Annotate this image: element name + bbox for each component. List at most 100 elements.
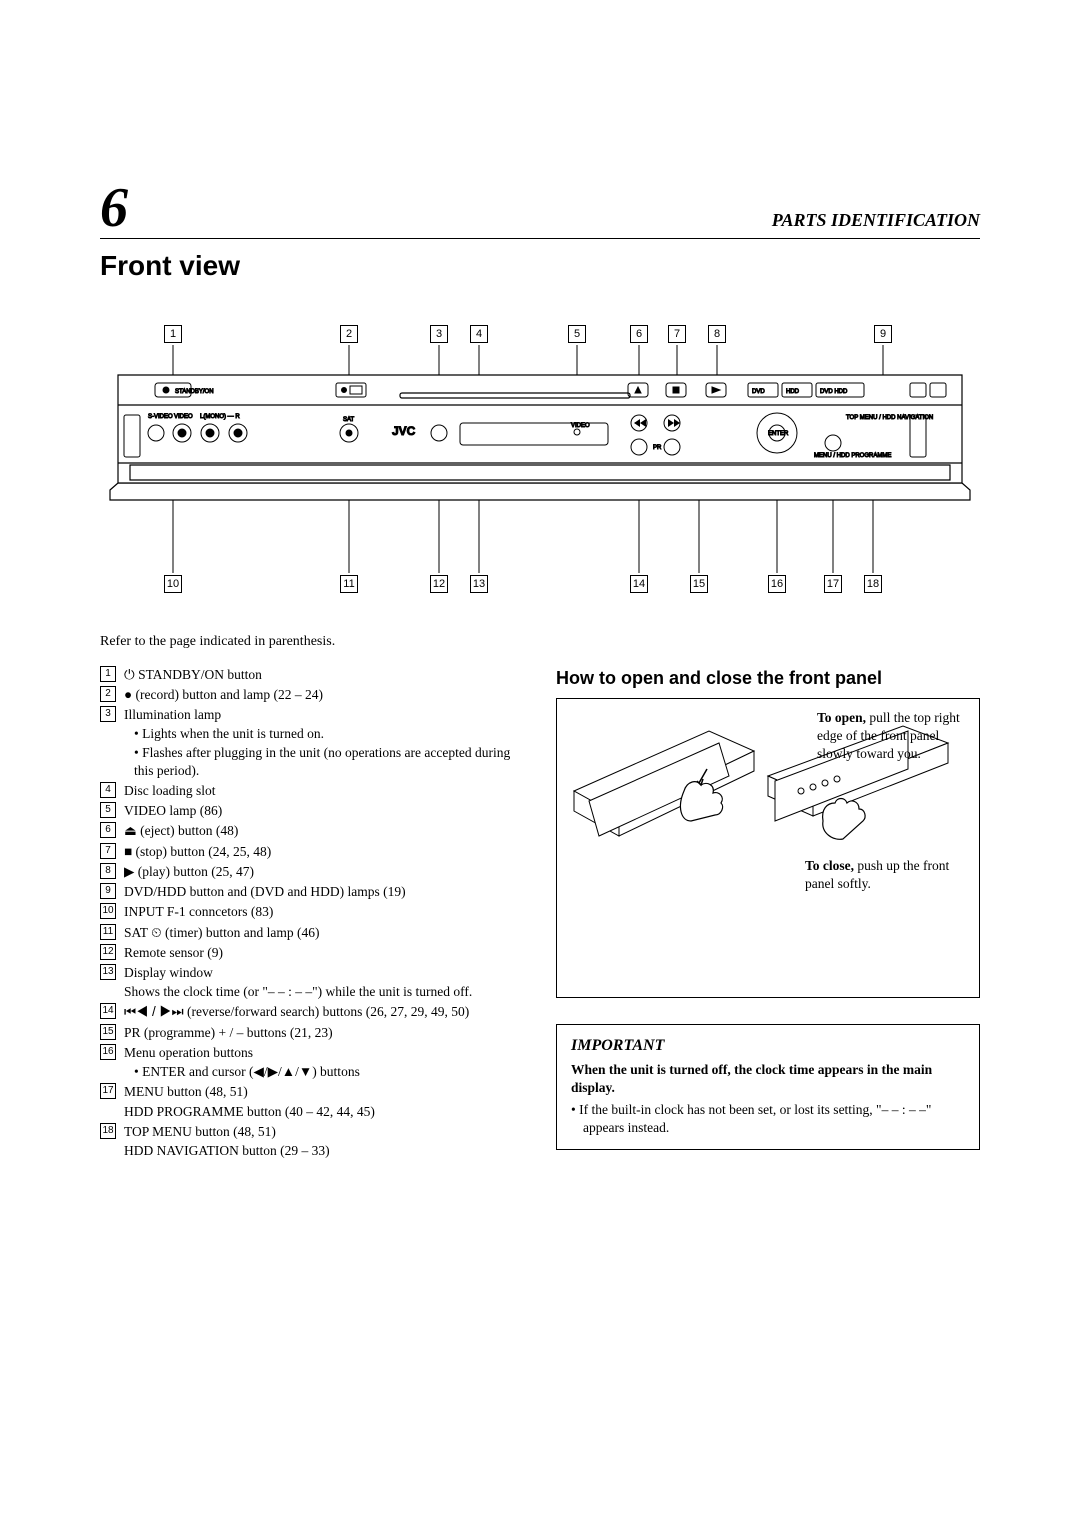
howto-close-caption: To close, push up the front panel softly… xyxy=(805,857,967,893)
callout-11: 11 xyxy=(340,575,358,593)
panel-label-audio: L(MONO) — R xyxy=(200,414,240,420)
callout-9: 9 xyxy=(874,325,892,343)
panel-label-enter: ENTER xyxy=(768,431,789,437)
panel-label-pr: PR xyxy=(653,445,662,451)
panel-label-sat: SAT xyxy=(343,417,355,423)
item-body: MENU button (48, 51)HDD PROGRAMME button… xyxy=(124,1083,520,1120)
parts-list-column: 1 ⏻ STANDBY/ON button 2 ● (record) button a… xyxy=(100,666,520,1162)
panel-label-videoin: VIDEO xyxy=(174,414,193,420)
front-view-heading: Front view xyxy=(100,247,980,285)
item-body: Remote sensor (9) xyxy=(124,944,520,962)
item-bullet: Flashes after plugging in the unit (no o… xyxy=(134,744,520,780)
parts-item-11: 11 SAT ⏲ (timer) button and lamp (46) xyxy=(100,924,520,942)
parts-item-8: 8▶ (play) button (25, 47) xyxy=(100,863,520,881)
panel-label-hdd: HDD xyxy=(786,389,800,395)
section-title: PARTS IDENTIFICATION xyxy=(772,208,980,232)
item-body: ● (record) button and lamp (22 – 24) xyxy=(124,686,520,704)
howto-close-bold: To close, xyxy=(805,858,854,873)
callout-18: 18 xyxy=(864,575,882,593)
item-index: 15 xyxy=(100,1024,116,1040)
item-subtext: HDD NAVIGATION button (29 – 33) xyxy=(124,1142,520,1160)
item-index: 6 xyxy=(100,822,116,838)
callout-16: 16 xyxy=(768,575,786,593)
item-index: 2 xyxy=(100,686,116,702)
item-body: Disc loading slot xyxy=(124,782,520,800)
parts-item-3: 3Illumination lampLights when the unit i… xyxy=(100,706,520,780)
item-index: 3 xyxy=(100,706,116,722)
callout-8: 8 xyxy=(708,325,726,343)
parts-item-16: 16Menu operation buttonsENTER and cursor… xyxy=(100,1044,520,1081)
item-body: Display windowShows the clock time (or "… xyxy=(124,964,520,1001)
parts-item-15: 15PR (programme) + / – buttons (21, 23) xyxy=(100,1024,520,1042)
item-index: 9 xyxy=(100,883,116,899)
item-index: 11 xyxy=(100,924,116,940)
item-index: 7 xyxy=(100,843,116,859)
panel-label-dvd: DVD xyxy=(752,389,765,395)
page-number: 6 xyxy=(100,180,128,236)
parts-item-13: 13 Display windowShows the clock time (or… xyxy=(100,964,520,1001)
parts-item-12: 12 Remote sensor (9) xyxy=(100,944,520,962)
parts-item-9: 9 DVD/HDD button and (DVD and HDD) lamps … xyxy=(100,883,520,901)
howto-heading: How to open and close the front panel xyxy=(556,666,980,690)
howto-open-caption: To open, pull the top right edge of the … xyxy=(817,709,967,764)
item-index: 4 xyxy=(100,782,116,798)
item-index: 1 xyxy=(100,666,116,682)
parts-item-7: 7 ■ (stop) button (24, 25, 48) xyxy=(100,843,520,861)
brand-label: JVC xyxy=(392,424,416,438)
item-body: Menu operation buttonsENTER and cursor (… xyxy=(124,1044,520,1081)
panel-label-dvdhdd: DVD HDD xyxy=(820,389,848,395)
panel-label-svideo: S-VIDEO xyxy=(148,414,173,420)
item-body: DVD/HDD button and (DVD and HDD) lamps (… xyxy=(124,883,520,901)
callout-17: 17 xyxy=(824,575,842,593)
item-index: 5 xyxy=(100,802,116,818)
panel-label-videolamp: VIDEO xyxy=(571,423,590,429)
item-bullet: ENTER and cursor (◀/▶/▲/▼) buttons xyxy=(134,1063,520,1081)
item-index: 10 xyxy=(100,903,116,919)
item-index: 12 xyxy=(100,944,116,960)
callout-3: 3 xyxy=(430,325,448,343)
item-body: INPUT F-1 conncetors (83) xyxy=(124,903,520,921)
callout-6: 6 xyxy=(630,325,648,343)
callout-15: 15 xyxy=(690,575,708,593)
item-bullets: Lights when the unit is turned on.Flashe… xyxy=(124,725,520,780)
item-subtext: HDD PROGRAMME button (40 – 42, 44, 45) xyxy=(124,1103,520,1121)
parts-item-1: 1 ⏻ STANDBY/ON button xyxy=(100,666,520,684)
parts-item-18: 18TOP MENU button (48, 51)HDD NAVIGATION… xyxy=(100,1123,520,1160)
callout-13: 13 xyxy=(470,575,488,593)
item-body: ▶ (play) button (25, 47) xyxy=(124,863,520,881)
panel-label-standby: STANDBY/ON xyxy=(175,389,214,395)
callout-5: 5 xyxy=(568,325,586,343)
item-body: ■ (stop) button (24, 25, 48) xyxy=(124,843,520,861)
important-heading: IMPORTANT xyxy=(571,1035,965,1057)
callout-1: 1 xyxy=(164,325,182,343)
diagram-svg: STANDBY/ON VIDEO DVD HDD DVD HDD xyxy=(100,315,980,605)
howto-box: To open, pull the top right edge of the … xyxy=(556,698,980,998)
item-body: SAT ⏲ (timer) button and lamp (46) xyxy=(124,924,520,942)
item-body: TOP MENU button (48, 51)HDD NAVIGATION b… xyxy=(124,1123,520,1160)
item-index: 14 xyxy=(100,1003,116,1019)
parts-item-2: 2 ● (record) button and lamp (22 – 24) xyxy=(100,686,520,704)
callout-4: 4 xyxy=(470,325,488,343)
callout-2: 2 xyxy=(340,325,358,343)
important-bold-text: When the unit is turned off, the clock t… xyxy=(571,1061,965,1097)
item-body: ⏮◀ / ▶⏭ (reverse/forward search) buttons… xyxy=(124,1003,520,1021)
parts-item-14: 14 ⏮◀ / ▶⏭ (reverse/forward search) butto… xyxy=(100,1003,520,1021)
parts-item-10: 10 INPUT F-1 conncetors (83) xyxy=(100,903,520,921)
important-bullet-text: If the built-in clock has not been set, … xyxy=(579,1102,931,1135)
item-index: 13 xyxy=(100,964,116,980)
howto-open-bold: To open, xyxy=(817,710,866,725)
parts-item-5: 5 VIDEO lamp (86) xyxy=(100,802,520,820)
parts-item-6: 6 ⏏ (eject) button (48) xyxy=(100,822,520,840)
front-panel-diagram: STANDBY/ON VIDEO DVD HDD DVD HDD xyxy=(100,315,980,605)
parts-list: 1 ⏻ STANDBY/ON button 2 ● (record) button a… xyxy=(100,666,520,1160)
callout-7: 7 xyxy=(668,325,686,343)
item-body: ⏻ STANDBY/ON button xyxy=(124,666,520,684)
callout-12: 12 xyxy=(430,575,448,593)
item-subtext: Shows the clock time (or "– – : – –") wh… xyxy=(124,983,520,1001)
page-header: 6 PARTS IDENTIFICATION xyxy=(100,180,980,239)
item-body: VIDEO lamp (86) xyxy=(124,802,520,820)
panel-label-menuprog: MENU / HDD PROGRAMME xyxy=(814,453,891,459)
callout-14: 14 xyxy=(630,575,648,593)
item-body: ⏏ (eject) button (48) xyxy=(124,822,520,840)
important-box: IMPORTANT When the unit is turned off, t… xyxy=(556,1024,980,1150)
